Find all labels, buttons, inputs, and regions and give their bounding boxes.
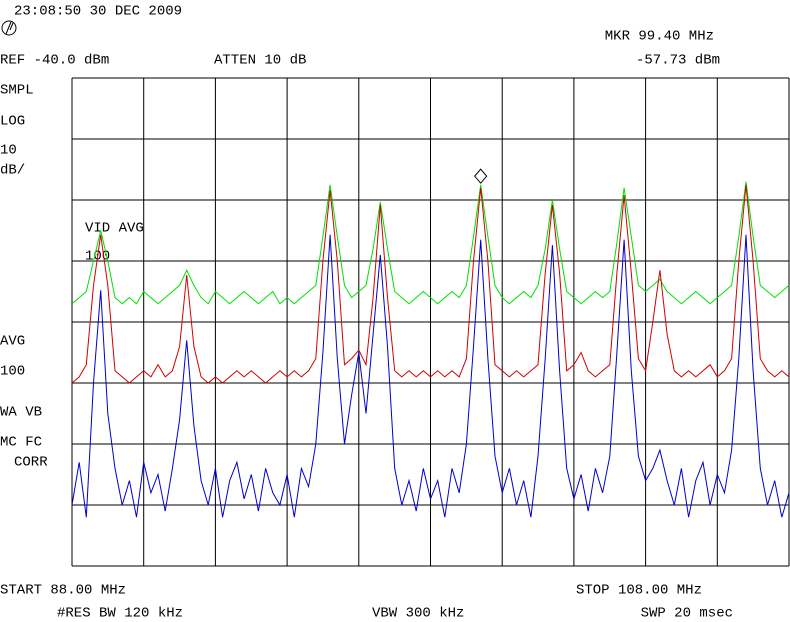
marker-frequency: MKR 99.40 MHz [605, 29, 714, 45]
side-label: 10 [0, 143, 17, 159]
stop-frequency: STOP 108.00 MHz [576, 583, 702, 599]
video-bandwidth: VBW 300 kHz [372, 606, 464, 622]
trace [71, 181, 790, 305]
marker [474, 168, 488, 184]
side-label: dB/ [0, 163, 25, 179]
start-frequency: START 88.00 MHz [0, 583, 126, 599]
sweep-time: SWP 20 msec [641, 606, 733, 622]
marker-level: -57.73 dBm [636, 53, 720, 69]
trace-label: VID AVG [85, 221, 144, 237]
timestamp: 23:08:50 30 DEC 2009 [14, 4, 182, 20]
side-label: LOG [0, 114, 25, 130]
trace [71, 184, 790, 384]
side-label: SMPL [0, 83, 34, 99]
attenuation: ATTEN 10 dB [214, 53, 306, 69]
reference-level: REF -40.0 dBm [0, 53, 109, 69]
side-label: AVG [0, 334, 25, 350]
trace [71, 234, 790, 518]
side-label: CORR [14, 455, 48, 471]
side-label: 100 [0, 364, 25, 380]
resolution-bandwidth: #RES BW 120 kHz [57, 606, 183, 622]
side-label: WA VB [0, 405, 42, 421]
hp-logo [1, 20, 17, 36]
side-label: MC FC [0, 435, 42, 451]
